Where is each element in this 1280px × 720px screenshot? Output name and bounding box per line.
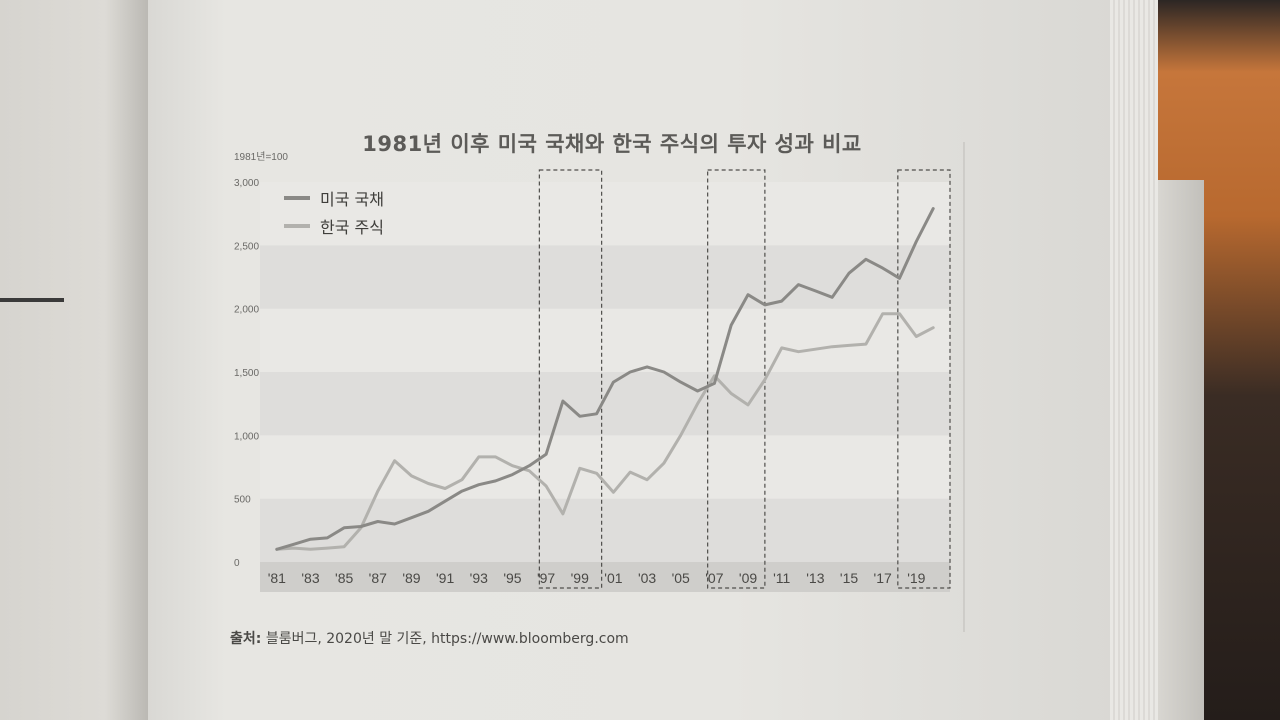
legend-item: 미국 국채 [284, 184, 384, 212]
legend-item: 한국 주식 [284, 212, 384, 240]
x-tick-label: '91 [436, 570, 454, 586]
source-note: 출처: 블룸버그, 2020년 말 기준, https://www.bloomb… [230, 628, 629, 648]
x-tick-label: '01 [604, 570, 622, 586]
left-page [0, 0, 150, 720]
y-tick-label: 1,000 [234, 431, 259, 442]
legend-label: 한국 주식 [320, 218, 384, 237]
x-axis-strip [260, 562, 950, 592]
x-tick-label: '97 [537, 570, 555, 586]
x-tick-label: '17 [874, 570, 892, 586]
highlight-box [897, 169, 951, 589]
x-tick-label: '09 [739, 570, 757, 586]
x-tick-label: '19 [907, 570, 925, 586]
x-tick-label: '81 [268, 570, 286, 586]
x-tick-label: '89 [402, 570, 420, 586]
x-tick-label: '05 [672, 570, 690, 586]
series-layer [275, 207, 935, 551]
band-layer [260, 182, 950, 592]
x-tick-label: '03 [638, 570, 656, 586]
legend-swatch [284, 224, 310, 228]
x-tick-label: '15 [840, 570, 858, 586]
chart-svg: 1981년=100 3,000 2,500 2,000 1,500 1,000 500 0 '8… [234, 142, 965, 632]
chart-title: 1981년 이후 미국 국채와 한국 주식의 투자 성과 비교 [362, 132, 862, 156]
x-tick-label: '83 [301, 570, 319, 586]
x-tick-label: '87 [369, 570, 387, 586]
source-label: 출처: [230, 631, 262, 647]
x-tick-label: '11 [773, 570, 790, 586]
y-tick-label: 1,500 [234, 368, 259, 379]
chart-band [260, 498, 950, 562]
y-tick-label: 2,000 [234, 305, 259, 316]
chart-band [260, 308, 950, 372]
y-axis-label: 1981년=100 [234, 151, 288, 163]
source-text: 블룸버그, 2020년 말 기준, https://www.bloomberg.… [265, 631, 629, 647]
y-tick-label: 0 [234, 558, 240, 569]
page-edges [1110, 0, 1160, 720]
y-tick-label: 2,500 [234, 241, 259, 252]
left-page-rule [0, 298, 64, 302]
x-tick-label: '95 [503, 570, 521, 586]
x-tick-label: '07 [705, 570, 723, 586]
chart-band [260, 245, 950, 309]
series-line [275, 207, 935, 551]
y-tick-label: 500 [234, 495, 251, 506]
x-tick-label: '85 [335, 570, 353, 586]
chart-band [260, 372, 950, 436]
chart-band [260, 182, 950, 246]
x-tick-label: '93 [470, 570, 488, 586]
background-scene [1158, 0, 1280, 720]
legend-label: 미국 국채 [320, 190, 384, 209]
series-line [275, 312, 935, 551]
x-tick-label: '13 [806, 570, 824, 586]
chart-band [260, 435, 950, 499]
highlight-box [538, 169, 603, 589]
legend-swatch [284, 196, 310, 200]
book-cover [1158, 180, 1204, 720]
x-tick-label: '99 [571, 570, 589, 586]
y-tick-label: 3,000 [234, 178, 259, 189]
axis-layer: 1981년=100 3,000 2,500 2,000 1,500 1,000 500 0 '8… [234, 142, 965, 632]
chart-figure: 1981년=100 3,000 2,500 2,000 1,500 1,000 500 0 '8… [222, 120, 972, 660]
